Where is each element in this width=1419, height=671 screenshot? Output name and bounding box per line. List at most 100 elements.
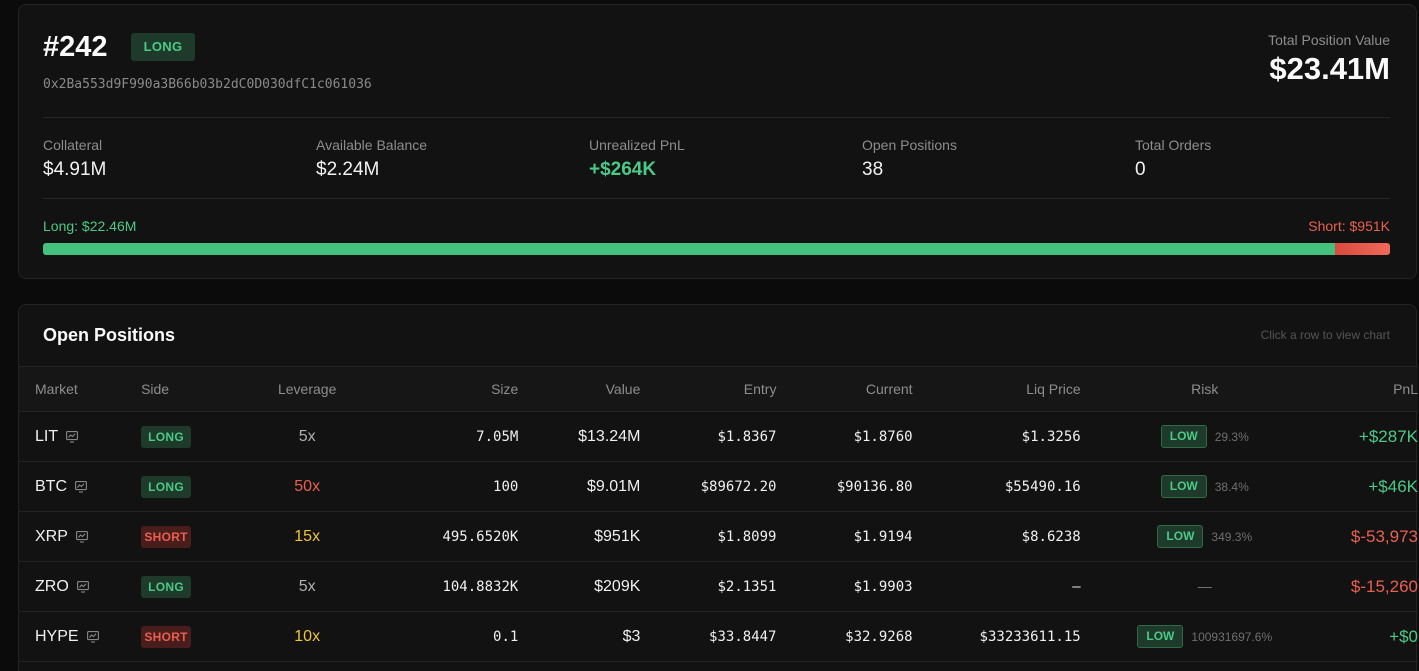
leverage-cell: 5x	[298, 427, 316, 445]
col-header-size[interactable]: Size	[491, 381, 519, 397]
account-summary-card: #242 LONG 0x2Ba553d9F990a3B66b03b2dC0D03…	[18, 4, 1417, 279]
position-row[interactable]: HYPE SHORT 10x 0.1 $3 $33.8447 $32.9268 …	[19, 612, 1418, 662]
risk-badge: LOW	[1160, 425, 1207, 448]
col-header-leverage[interactable]: Leverage	[277, 381, 337, 397]
value-cell: $9.01M	[587, 477, 641, 495]
stat-label: Collateral	[43, 137, 103, 153]
side-cell: LONG	[123, 412, 245, 462]
liq-price-cell: $8.6238	[1021, 528, 1081, 545]
side-badge: SHORT	[141, 525, 192, 548]
col-header-liq-price[interactable]: Liq Price	[1026, 381, 1081, 397]
current-cell: $1.9903	[853, 578, 913, 595]
table-header-row: Market Side Leverage Size Value Entry Cu…	[19, 366, 1418, 412]
entry-cell: $89672.20	[700, 478, 777, 495]
col-header-side[interactable]: Side	[141, 381, 170, 397]
stat-total-orders: Total Orders 0	[1135, 137, 1211, 181]
risk-percent: —	[1197, 577, 1212, 594]
stat-available-balance: Available Balance $2.24M	[316, 137, 427, 181]
liq-price-cell: $55490.16	[1004, 478, 1081, 495]
side-badge: LONG	[141, 575, 192, 598]
side-cell: SHORT	[123, 512, 245, 562]
position-row[interactable]: XRP SHORT 15x 495.6520K $951K $1.8099 $1…	[19, 512, 1418, 562]
col-header-risk[interactable]: Risk	[1191, 381, 1219, 397]
stat-collateral: Collateral $4.91M	[43, 137, 106, 181]
current-cell: $1.9194	[853, 528, 913, 545]
market-symbol: HYPE	[35, 627, 79, 645]
account-side-badge: LONG	[131, 33, 195, 61]
market-cell: HYPE	[19, 612, 123, 662]
side-cell: LONG	[123, 462, 245, 512]
risk-cell: LOW 349.3%	[1081, 512, 1329, 562]
liq-price-cell: $33233611.15	[979, 628, 1081, 645]
open-positions-hint: Click a row to view chart	[1260, 328, 1390, 342]
risk-badge: LOW	[1160, 475, 1207, 498]
leverage-cell: 50x	[294, 477, 321, 495]
entry-cell: $1.8099	[717, 528, 777, 545]
side-badge: SHORT	[141, 625, 192, 648]
risk-cell: —	[1081, 562, 1329, 612]
leverage-cell: 15x	[294, 527, 321, 545]
stat-value: +$264K	[589, 159, 657, 180]
col-header-market[interactable]: Market	[35, 381, 78, 397]
stat-label: Unrealized PnL	[589, 137, 685, 153]
stat-value: 0	[1135, 159, 1146, 180]
stat-open-positions: Open Positions 38	[862, 137, 957, 181]
chart-icon[interactable]	[76, 580, 89, 593]
short-bar-segment	[1335, 243, 1390, 255]
size-cell: 100	[493, 478, 519, 495]
pnl-cell: $-53,973	[1350, 526, 1418, 546]
value-cell: $3	[622, 627, 641, 645]
position-row[interactable]: BTC LONG 50x 100 $9.01M $89672.20 $90136…	[19, 462, 1418, 512]
col-header-entry[interactable]: Entry	[743, 381, 777, 397]
divider	[43, 198, 1390, 199]
size-cell: 495.6520K	[442, 528, 519, 545]
stat-value: $4.91M	[43, 159, 107, 180]
value-cell: $951K	[594, 527, 641, 545]
entry-cell: $2.1351	[717, 578, 777, 595]
chart-icon[interactable]	[75, 480, 87, 493]
market-symbol: XRP	[35, 527, 68, 545]
account-address[interactable]: 0x2Ba553d9F990a3B66b03b2dC0D030dfC1c0610…	[43, 77, 372, 92]
col-header-value[interactable]: Value	[605, 381, 641, 397]
risk-percent: 100931697.6%	[1191, 629, 1273, 644]
chart-icon[interactable]	[75, 530, 88, 543]
pnl-cell: +$0	[1389, 626, 1418, 646]
chart-icon[interactable]	[66, 430, 79, 443]
open-positions-title: Open Positions	[43, 325, 176, 345]
value-cell: $13.24M	[578, 427, 641, 445]
risk-percent: 38.4%	[1214, 479, 1249, 494]
market-cell: XRP	[19, 512, 123, 562]
current-cell: $90136.80	[836, 478, 913, 495]
entry-cell: $1.8367	[717, 428, 777, 445]
positions-table: Market Side Leverage Size Value Entry Cu…	[19, 366, 1418, 662]
stat-label: Available Balance	[316, 137, 428, 153]
long-bar-segment	[43, 243, 1336, 255]
market-cell: LIT	[19, 412, 123, 462]
size-cell: 0.1	[493, 628, 519, 645]
stat-value: $2.24M	[316, 159, 380, 180]
chart-icon[interactable]	[86, 630, 99, 643]
side-badge: LONG	[141, 475, 192, 498]
pnl-cell: $-15,260	[1350, 576, 1418, 596]
col-header-pnl[interactable]: PnL	[1393, 381, 1418, 397]
side-cell: SHORT	[123, 612, 245, 662]
current-cell: $1.8760	[853, 428, 913, 445]
size-cell: 7.05M	[476, 428, 519, 445]
position-row[interactable]: LIT LONG 5x 7.05M $13.24M $1.8367 $1.876…	[19, 412, 1418, 462]
position-row[interactable]: ZRO LONG 5x 104.8832K $209K $2.1351 $1.9…	[19, 562, 1418, 612]
market-cell: ZRO	[19, 562, 123, 612]
liq-price-cell: $1.3256	[1021, 428, 1081, 445]
value-cell: $209K	[594, 577, 641, 595]
long-exposure-label: Long: $22.46M	[43, 218, 137, 234]
col-header-current[interactable]: Current	[865, 381, 913, 397]
market-symbol: LIT	[35, 427, 59, 445]
risk-cell: LOW 29.3%	[1081, 412, 1329, 462]
market-symbol: ZRO	[35, 577, 69, 595]
entry-cell: $33.8447	[709, 628, 777, 645]
pnl-cell: +$46K	[1368, 476, 1418, 496]
side-badge: LONG	[141, 425, 192, 448]
total-position-value-label: Total Position Value	[1268, 32, 1390, 48]
short-exposure-label: Short: $951K	[1308, 218, 1390, 234]
risk-percent: 349.3%	[1211, 529, 1253, 544]
stat-unrealized-pnl: Unrealized PnL +$264K	[589, 137, 685, 181]
